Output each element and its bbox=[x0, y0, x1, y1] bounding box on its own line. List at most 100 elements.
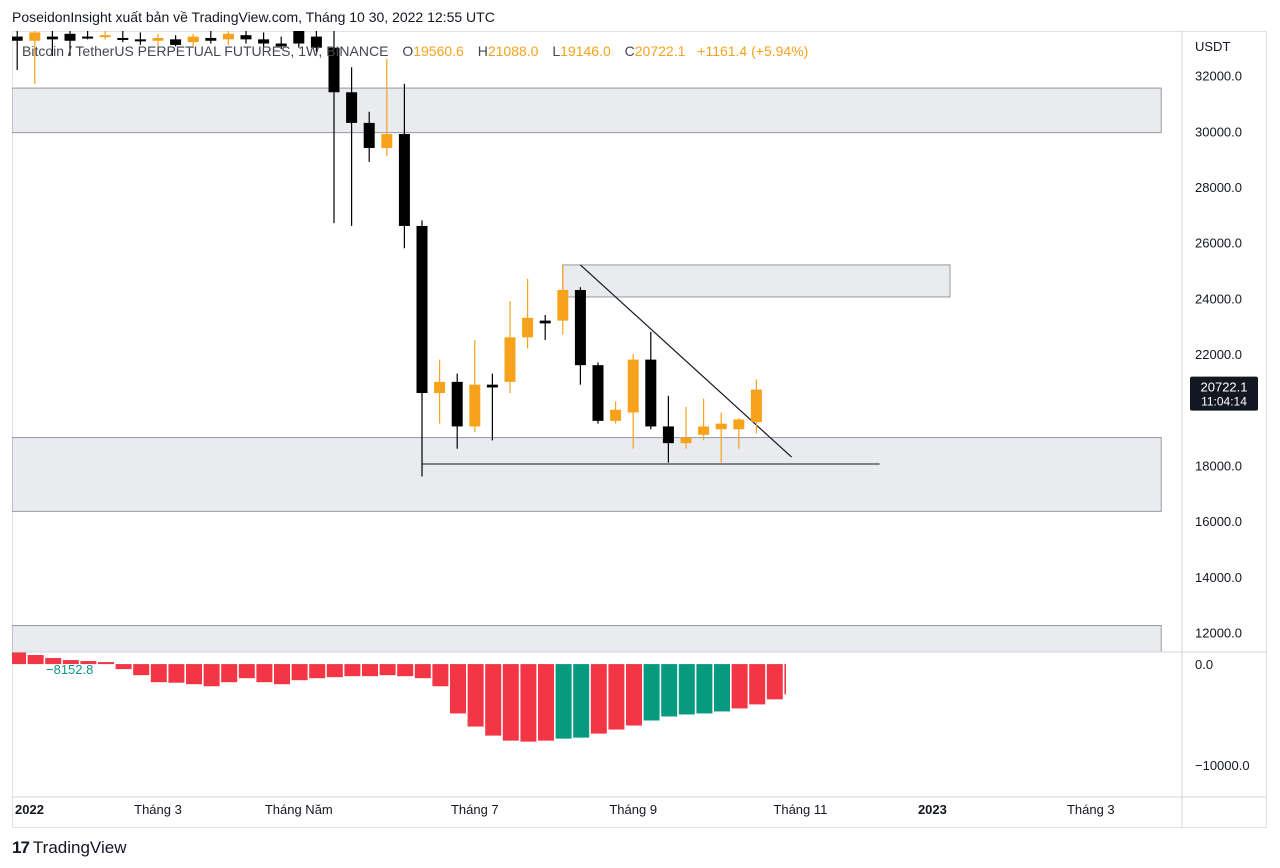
candle bbox=[170, 35, 182, 47]
histogram-bar bbox=[326, 664, 343, 678]
histogram-bar bbox=[274, 664, 290, 685]
zone-rect-2 bbox=[12, 437, 1162, 512]
candle-body bbox=[46, 36, 58, 40]
candle-body bbox=[469, 384, 481, 427]
candle-body bbox=[486, 384, 498, 388]
histogram-bar bbox=[714, 664, 730, 712]
countdown-label: 11:04:14 bbox=[1201, 395, 1247, 409]
histogram-bar bbox=[502, 664, 519, 741]
candle bbox=[416, 220, 428, 477]
histogram-bar bbox=[238, 664, 255, 679]
time-tick-label: Tháng 11 bbox=[773, 802, 827, 817]
histogram-bar bbox=[186, 664, 202, 685]
indicator-legend[interactable]: −8152.8 bbox=[46, 662, 93, 677]
histogram-bar bbox=[150, 664, 167, 683]
time-tick-label: Tháng 3 bbox=[134, 802, 182, 817]
histogram-bar bbox=[978, 664, 994, 766]
histogram-bar bbox=[379, 664, 396, 676]
histogram-bar bbox=[362, 664, 378, 677]
candle-body bbox=[522, 317, 534, 338]
price-tick-label: 32000.0 bbox=[1195, 69, 1242, 84]
candle-body bbox=[293, 31, 305, 44]
candle-body bbox=[680, 437, 692, 444]
time-tick-label: 2023 bbox=[918, 802, 947, 817]
candle-body bbox=[381, 134, 393, 148]
candle-body bbox=[117, 37, 129, 40]
candle-body bbox=[310, 36, 322, 48]
candle-body bbox=[170, 39, 182, 45]
candle-body bbox=[328, 47, 340, 93]
histogram-bar bbox=[1260, 664, 1276, 722]
symbol-legend[interactable]: Bitcoin / TetherUS PERPETUAL FUTURES, 1W… bbox=[22, 43, 808, 59]
histogram-bar bbox=[538, 664, 554, 741]
candle-body bbox=[187, 36, 199, 43]
current-price-badge bbox=[1190, 376, 1258, 411]
price-tick-label: 16000.0 bbox=[1195, 514, 1242, 529]
candle bbox=[750, 379, 762, 434]
candle bbox=[486, 373, 498, 441]
candle bbox=[715, 412, 727, 463]
histogram-bar bbox=[291, 664, 308, 681]
candle-body bbox=[0, 31, 5, 41]
price-tick-label: 22000.0 bbox=[1195, 347, 1242, 362]
histogram-bar bbox=[908, 664, 924, 744]
histogram-bar bbox=[1084, 664, 1100, 734]
histogram-bar bbox=[749, 664, 766, 705]
price-tick-label: 26000.0 bbox=[1195, 236, 1242, 251]
candle-body bbox=[539, 320, 551, 324]
time-tick-label: Tháng 7 bbox=[451, 802, 499, 817]
candle-body bbox=[592, 365, 604, 421]
histogram-bar bbox=[837, 664, 853, 710]
tradingview-brand[interactable]: 17 TradingView bbox=[12, 838, 126, 858]
histogram-bar bbox=[344, 664, 361, 677]
histogram-bar bbox=[960, 664, 976, 763]
candle bbox=[381, 58, 393, 157]
histogram-bar bbox=[1031, 664, 1047, 751]
histogram-bar bbox=[1224, 664, 1240, 727]
candle bbox=[222, 31, 234, 45]
histogram-bar bbox=[626, 664, 642, 726]
histogram-bar bbox=[678, 664, 695, 715]
candle bbox=[398, 83, 410, 249]
candle bbox=[82, 31, 94, 40]
histogram-bar bbox=[890, 664, 906, 739]
tradingview-logo-icon: 17 bbox=[12, 838, 30, 857]
open-value: 19560.6 bbox=[413, 43, 464, 59]
candle-body bbox=[134, 39, 146, 42]
histogram-bar bbox=[872, 664, 888, 729]
candle bbox=[29, 31, 41, 84]
chart-frame bbox=[12, 31, 1267, 828]
candle bbox=[152, 33, 164, 47]
candle-body bbox=[557, 289, 569, 321]
low-label: L bbox=[552, 43, 561, 59]
histogram-bar bbox=[1119, 664, 1135, 723]
histogram-bar bbox=[256, 664, 273, 683]
publish-header: PoseidonInsight xuất bản về TradingView.… bbox=[12, 9, 495, 25]
time-tick-label: 2022 bbox=[15, 802, 44, 817]
time-tick-label: Tháng 9 bbox=[609, 802, 657, 817]
histogram-bar bbox=[943, 664, 959, 757]
price-tick-label: 30000.0 bbox=[1195, 124, 1242, 139]
histogram-bar bbox=[98, 662, 114, 665]
histogram-bar bbox=[467, 664, 484, 727]
osc-tick-label: −10000.0 bbox=[1195, 758, 1250, 773]
change-value: +1161.4 (+5.94%) bbox=[697, 43, 809, 59]
histogram-bar bbox=[397, 664, 414, 677]
histogram-bar bbox=[1136, 664, 1152, 722]
symbol-name: Bitcoin / TetherUS PERPETUAL FUTURES, 1W… bbox=[22, 43, 389, 59]
histogram-bar bbox=[62, 660, 79, 665]
candle bbox=[662, 395, 674, 463]
candle bbox=[627, 354, 639, 449]
candle-body bbox=[610, 409, 622, 421]
candle-body bbox=[398, 134, 410, 226]
current-price-label: 20722.1 bbox=[1201, 380, 1248, 395]
histogram-bar bbox=[661, 664, 678, 717]
histogram-bar bbox=[12, 652, 26, 665]
candle bbox=[99, 31, 111, 40]
price-tick-label: 14000.0 bbox=[1195, 570, 1242, 585]
candle-body bbox=[12, 36, 23, 41]
candle bbox=[451, 373, 463, 449]
candle-body bbox=[416, 225, 428, 394]
